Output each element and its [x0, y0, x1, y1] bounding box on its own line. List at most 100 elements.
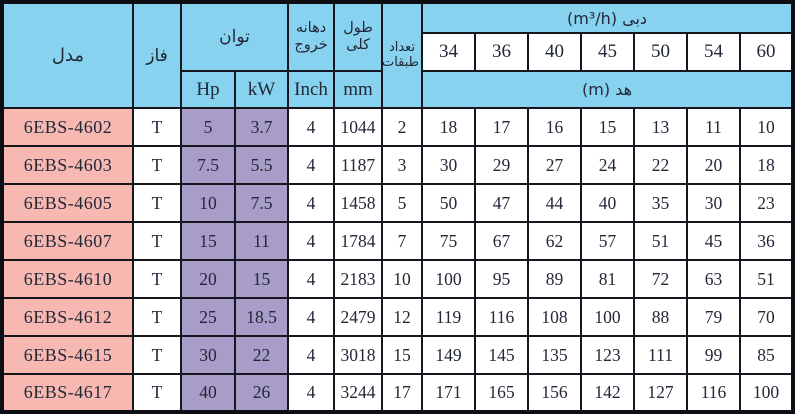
model-cell: 6EBS-4612 — [1, 297, 134, 337]
length-mm-cell: 1458 — [333, 183, 384, 223]
stages-cell: 5 — [381, 183, 424, 223]
unit-header-kw: kW — [233, 70, 290, 109]
head-cell: 79 — [686, 297, 742, 337]
head-cell: 50 — [421, 183, 477, 223]
model-cell: 6EBS-4602 — [1, 107, 134, 147]
power-hp-cell: 10 — [180, 183, 236, 223]
head-cell: 51 — [633, 221, 689, 261]
head-cell: 24 — [580, 145, 636, 185]
unit-header-mm: mm — [333, 70, 384, 109]
head-cell: 13 — [633, 107, 689, 147]
head-cell: 116 — [686, 373, 742, 413]
col-header-phase: فاز — [132, 1, 182, 109]
head-cell: 127 — [633, 373, 689, 413]
model-cell: 6EBS-4603 — [1, 145, 134, 185]
head-cell: 145 — [474, 335, 530, 375]
outlet-inch-cell: 4 — [287, 145, 336, 185]
power-kw-cell: 26 — [233, 373, 290, 413]
model-cell: 6EBS-4610 — [1, 259, 134, 299]
head-cell: 47 — [474, 183, 530, 223]
head-cell: 100 — [580, 297, 636, 337]
table-row: 6EBS-4617 T 40 26 4 3244 17 171 165 156 … — [1, 373, 795, 413]
stages-cell: 15 — [381, 335, 424, 375]
length-mm-cell: 2479 — [333, 297, 384, 337]
head-cell: 27 — [527, 145, 583, 185]
col-header-outlet: دهانه خروج — [287, 1, 336, 72]
table-header: مدل فاز توان دهانه خروج طول کلی تعداد طب… — [1, 1, 795, 109]
head-cell: 88 — [633, 297, 689, 337]
power-hp-cell: 7.5 — [180, 145, 236, 185]
power-kw-cell: 7.5 — [233, 183, 290, 223]
power-kw-cell: 5.5 — [233, 145, 290, 185]
table-row: 6EBS-4607 T 15 11 4 1784 7 75 67 62 57 5… — [1, 221, 795, 261]
head-cell: 123 — [580, 335, 636, 375]
stages-cell: 3 — [381, 145, 424, 185]
col-header-head: هد (m) — [421, 70, 795, 109]
table-row: 6EBS-4603 T 7.5 5.5 4 1187 3 30 29 27 24… — [1, 145, 795, 185]
col-header-flow: دبی (m³/h) — [421, 1, 795, 34]
head-cell: 81 — [580, 259, 636, 299]
head-cell: 11 — [686, 107, 742, 147]
flow-column-header: 34 — [421, 32, 477, 72]
table-row: 6EBS-4605 T 10 7.5 4 1458 5 50 47 44 40 … — [1, 183, 795, 223]
head-cell: 63 — [686, 259, 742, 299]
stages-cell: 17 — [381, 373, 424, 413]
length-mm-cell: 3018 — [333, 335, 384, 375]
phase-cell: T — [132, 107, 182, 147]
head-cell: 89 — [527, 259, 583, 299]
unit-header-hp: Hp — [180, 70, 236, 109]
length-mm-cell: 3244 — [333, 373, 384, 413]
head-cell: 95 — [474, 259, 530, 299]
head-cell: 22 — [633, 145, 689, 185]
length-mm-cell: 1187 — [333, 145, 384, 185]
power-kw-cell: 3.7 — [233, 107, 290, 147]
power-kw-cell: 11 — [233, 221, 290, 261]
outlet-inch-cell: 4 — [287, 107, 336, 147]
stages-cell: 12 — [381, 297, 424, 337]
stages-cell: 2 — [381, 107, 424, 147]
power-hp-cell: 20 — [180, 259, 236, 299]
head-cell: 100 — [421, 259, 477, 299]
stages-cell: 10 — [381, 259, 424, 299]
phase-cell: T — [132, 335, 182, 375]
model-cell: 6EBS-4615 — [1, 335, 134, 375]
head-cell: 100 — [739, 373, 795, 413]
head-cell: 149 — [421, 335, 477, 375]
length-mm-cell: 1044 — [333, 107, 384, 147]
head-cell: 99 — [686, 335, 742, 375]
head-cell: 135 — [527, 335, 583, 375]
table-row: 6EBS-4602 T 5 3.7 4 1044 2 18 17 16 15 1… — [1, 107, 795, 147]
head-cell: 119 — [421, 297, 477, 337]
outlet-inch-cell: 4 — [287, 221, 336, 261]
header-row-1: مدل فاز توان دهانه خروج طول کلی تعداد طب… — [1, 1, 795, 109]
head-cell: 16 — [527, 107, 583, 147]
power-kw-cell: 22 — [233, 335, 290, 375]
head-cell: 29 — [474, 145, 530, 185]
header-row-3-units: Hp kW Inch mm هد (m) — [2, 70, 795, 109]
power-kw-cell: 15 — [233, 259, 290, 299]
phase-cell: T — [132, 145, 182, 185]
phase-cell: T — [132, 259, 182, 299]
head-cell: 116 — [474, 297, 530, 337]
head-cell: 67 — [474, 221, 530, 261]
flow-column-header: 60 — [739, 32, 795, 72]
head-cell: 40 — [580, 183, 636, 223]
power-kw-cell: 18.5 — [233, 297, 290, 337]
flow-column-header: 45 — [580, 32, 636, 72]
head-cell: 165 — [474, 373, 530, 413]
power-hp-cell: 5 — [180, 107, 236, 147]
table-row: 6EBS-4615 T 30 22 4 3018 15 149 145 135 … — [1, 335, 795, 375]
head-cell: 51 — [739, 259, 795, 299]
head-cell: 36 — [739, 221, 795, 261]
length-mm-cell: 2183 — [333, 259, 384, 299]
head-cell: 18 — [739, 145, 795, 185]
unit-header-inch: Inch — [287, 70, 336, 109]
model-cell: 6EBS-4605 — [1, 183, 134, 223]
head-cell: 30 — [686, 183, 742, 223]
power-hp-cell: 40 — [180, 373, 236, 413]
table-row: 6EBS-4610 T 20 15 4 2183 10 100 95 89 81… — [1, 259, 795, 299]
head-cell: 156 — [527, 373, 583, 413]
head-cell: 18 — [421, 107, 477, 147]
